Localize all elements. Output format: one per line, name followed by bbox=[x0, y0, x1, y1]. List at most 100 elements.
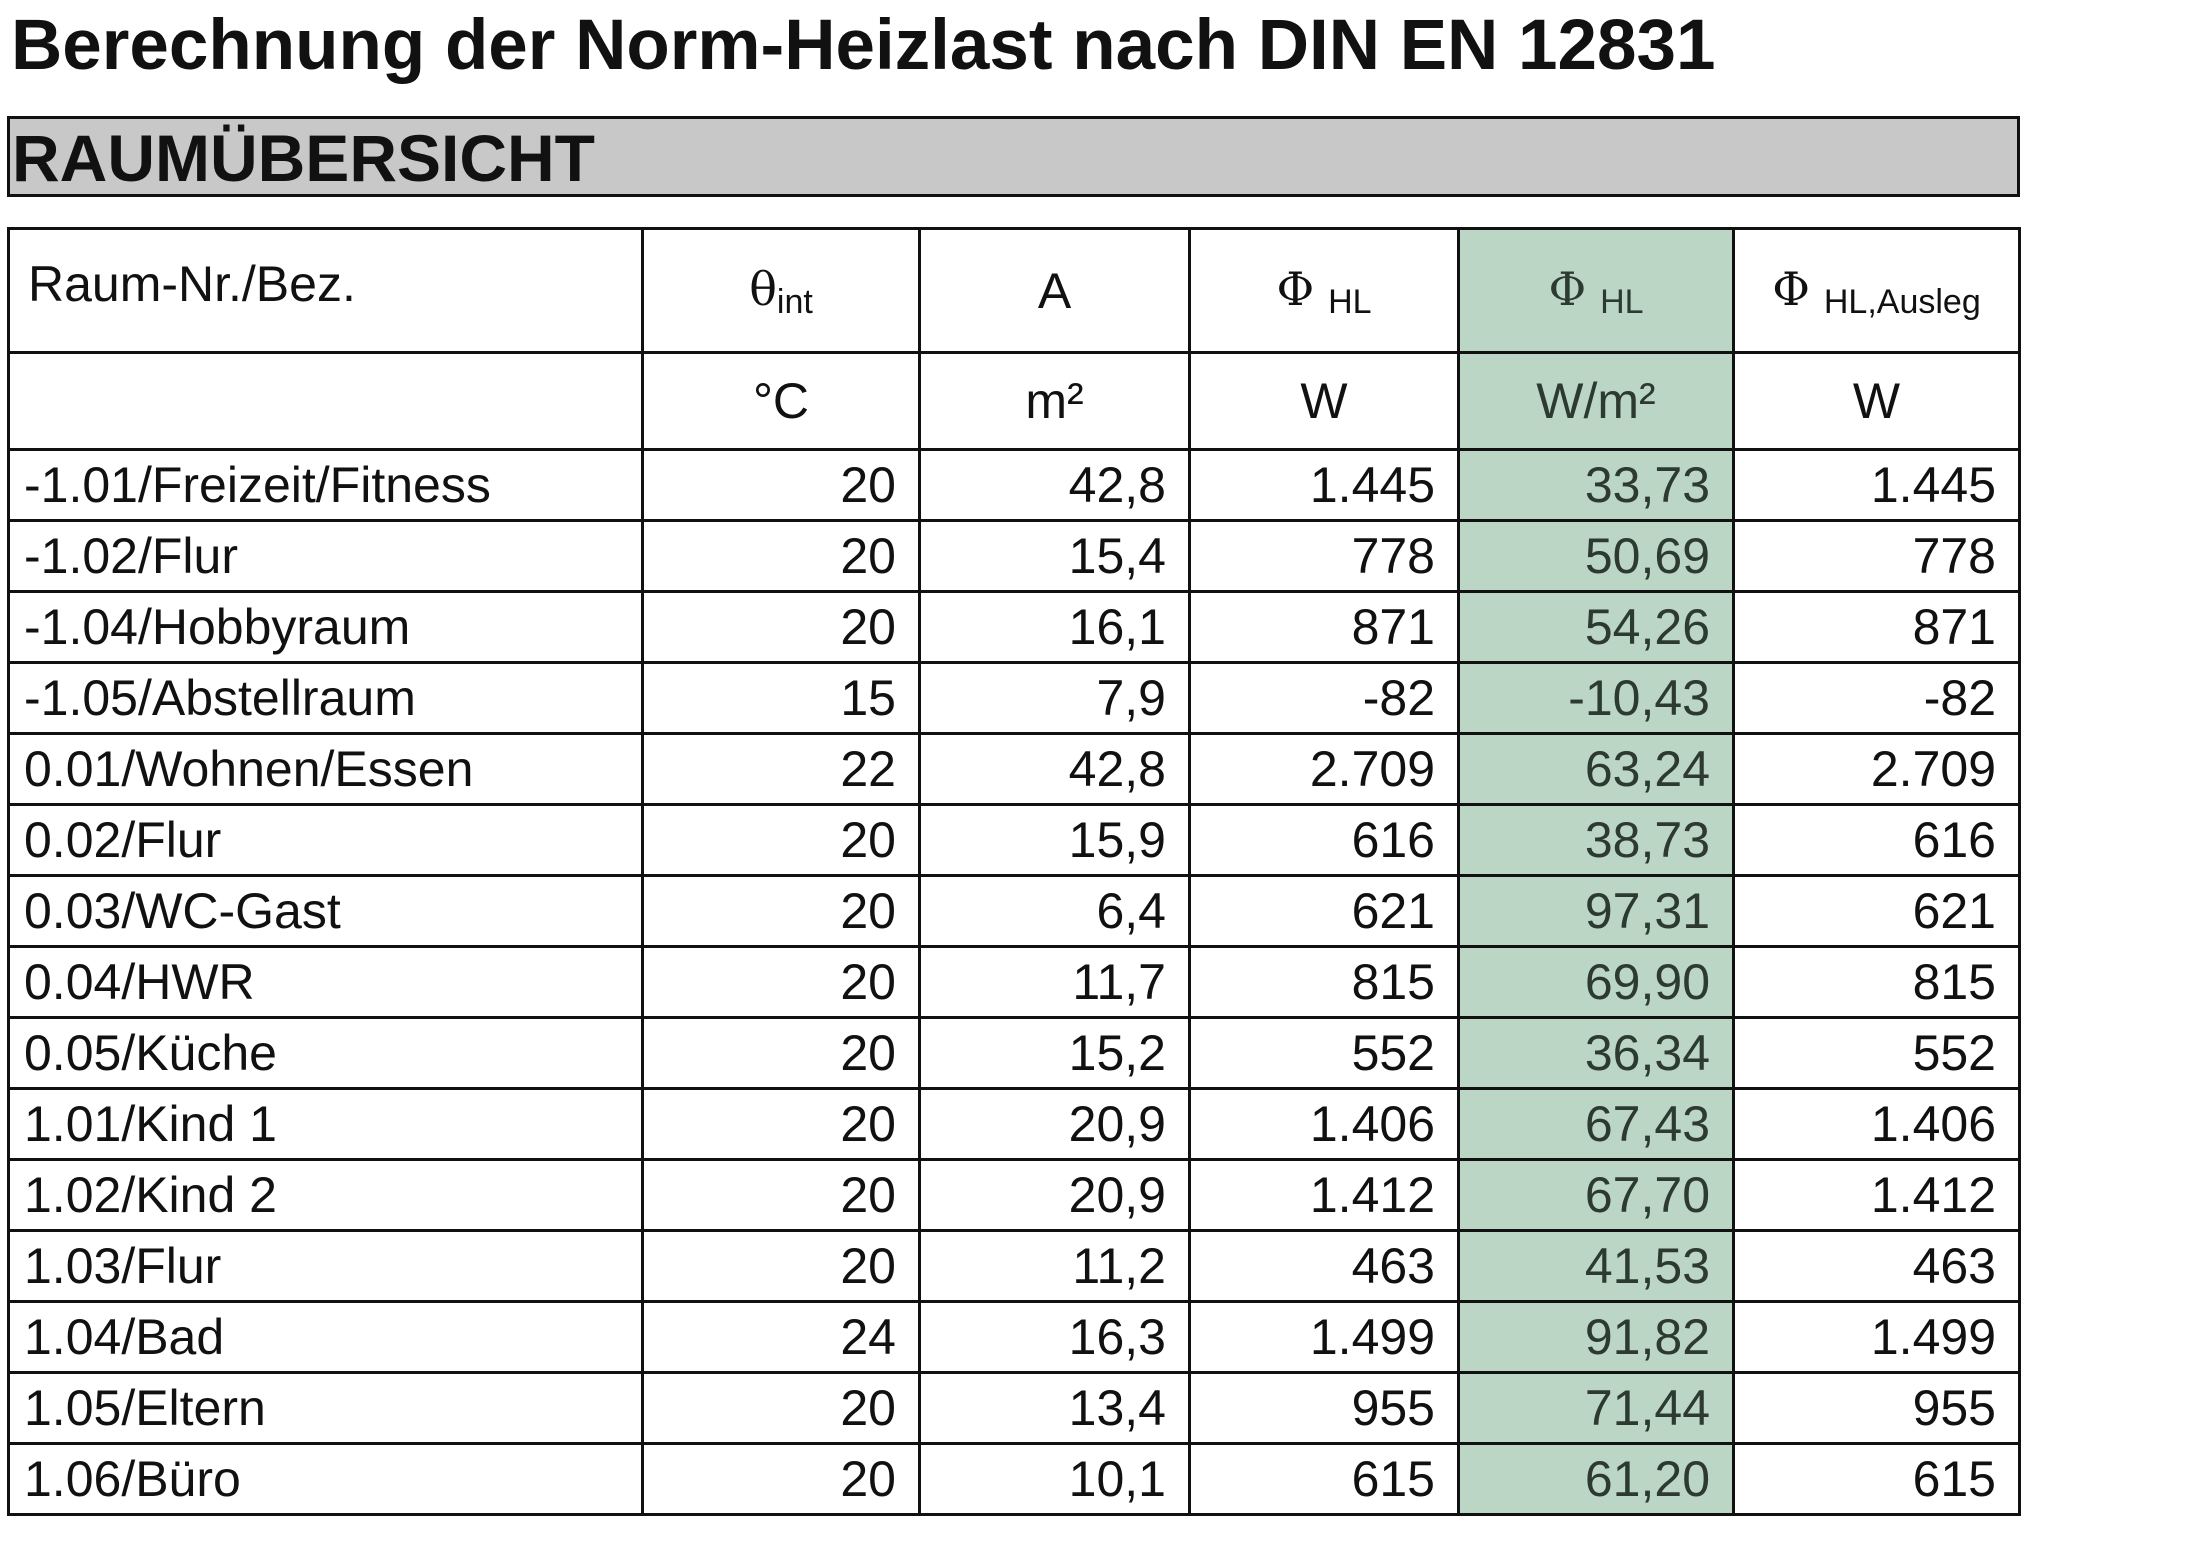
value-cell: 615 bbox=[1732, 1442, 2021, 1516]
value-cell: 621 bbox=[1188, 874, 1460, 948]
data-row: 0.02/Flur 20 15,9 616 38,73 616 bbox=[7, 803, 2021, 877]
value-cell: 871 bbox=[1732, 590, 2021, 664]
value-cell: 67,43 bbox=[1457, 1087, 1735, 1161]
value-cell: -82 bbox=[1732, 661, 2021, 735]
value-cell: 42,8 bbox=[918, 448, 1191, 522]
data-row: 0.01/Wohnen/Essen 22 42,8 2.709 63,24 2.709 bbox=[7, 732, 2021, 806]
unit-cell: W/m² bbox=[1457, 351, 1735, 451]
value-cell: 50,69 bbox=[1457, 519, 1735, 593]
unit-row: °C m² W W/m² W bbox=[7, 351, 2021, 451]
value-cell: 463 bbox=[1188, 1229, 1460, 1303]
value-cell: 1.445 bbox=[1188, 448, 1460, 522]
room-name: 0.03/WC-Gast bbox=[7, 874, 644, 948]
value-cell: 41,53 bbox=[1457, 1229, 1735, 1303]
value-cell: 24 bbox=[641, 1300, 921, 1374]
column-subscript: HL,Ausleg bbox=[1823, 283, 1981, 321]
room-name: -1.02/Flur bbox=[7, 519, 644, 593]
data-row: -1.05/Abstellraum 15 7,9 -82 -10,43 -82 bbox=[7, 661, 2021, 735]
value-cell: 11,7 bbox=[918, 945, 1191, 1019]
value-cell: 16,1 bbox=[918, 590, 1191, 664]
unit-cell: W bbox=[1732, 351, 2021, 451]
value-cell: 1.406 bbox=[1188, 1087, 1460, 1161]
data-row: -1.04/Hobbyraum 20 16,1 871 54,26 871 bbox=[7, 590, 2021, 664]
value-cell: 955 bbox=[1732, 1371, 2021, 1445]
data-row: 1.05/Eltern 20 13,4 955 71,44 955 bbox=[7, 1371, 2021, 1445]
column-symbol: θ bbox=[749, 262, 777, 316]
value-cell: 616 bbox=[1732, 803, 2021, 877]
data-row: 1.01/Kind 1 20 20,9 1.406 67,43 1.406 bbox=[7, 1087, 2021, 1161]
room-name: 0.05/Küche bbox=[7, 1016, 644, 1090]
value-cell: 20 bbox=[641, 1442, 921, 1516]
value-cell: 20 bbox=[641, 945, 921, 1019]
page-title: Berechnung der Norm-Heizlast nach DIN EN… bbox=[11, 6, 1716, 85]
table-head: Raum-Nr./Bez. θint A Φ HL Φ HL Φ HL,Ausleg °C m… bbox=[7, 227, 2021, 451]
column-header: Φ HL,Ausleg bbox=[1732, 227, 2021, 354]
value-cell: 61,20 bbox=[1457, 1442, 1735, 1516]
value-cell: 815 bbox=[1188, 945, 1460, 1019]
room-name: 0.02/Flur bbox=[7, 803, 644, 877]
data-row: 1.06/Büro 20 10,1 615 61,20 615 bbox=[7, 1442, 2021, 1516]
value-cell: 552 bbox=[1188, 1016, 1460, 1090]
unit-label: W/m² bbox=[1536, 373, 1656, 429]
column-subscript: HL bbox=[1328, 283, 1372, 321]
column-header: Φ HL bbox=[1457, 227, 1735, 354]
value-cell: 69,90 bbox=[1457, 945, 1735, 1019]
value-cell: 955 bbox=[1188, 1371, 1460, 1445]
value-cell: 1.499 bbox=[1188, 1300, 1460, 1374]
value-cell: 91,82 bbox=[1457, 1300, 1735, 1374]
value-cell: 1.412 bbox=[1732, 1158, 2021, 1232]
section-header: RAUMÜBERSICHT bbox=[7, 116, 2020, 197]
value-cell: 20 bbox=[641, 1158, 921, 1232]
unit-cell: °C bbox=[641, 351, 921, 451]
data-row: 1.04/Bad 24 16,3 1.499 91,82 1.499 bbox=[7, 1300, 2021, 1374]
value-cell: 778 bbox=[1732, 519, 2021, 593]
room-name: 1.04/Bad bbox=[7, 1300, 644, 1374]
column-symbol: Φ bbox=[1276, 262, 1315, 316]
value-cell: 71,44 bbox=[1457, 1371, 1735, 1445]
unit-label: W bbox=[1300, 373, 1348, 429]
value-cell: -10,43 bbox=[1457, 661, 1735, 735]
value-cell: 621 bbox=[1732, 874, 2021, 948]
room-table: Raum-Nr./Bez. θint A Φ HL Φ HL Φ HL,Ausleg °C m… bbox=[7, 227, 2021, 1516]
value-cell: 38,73 bbox=[1457, 803, 1735, 877]
table-body: -1.01/Freizeit/Fitness 20 42,8 1.445 33,73 1.… bbox=[7, 448, 2021, 1516]
value-cell: 1.412 bbox=[1188, 1158, 1460, 1232]
room-name: 1.02/Kind 2 bbox=[7, 1158, 644, 1232]
column-header: A bbox=[918, 227, 1191, 354]
value-cell: 20 bbox=[641, 1371, 921, 1445]
value-cell: 20 bbox=[641, 803, 921, 877]
value-cell: 615 bbox=[1188, 1442, 1460, 1516]
value-cell: 6,4 bbox=[918, 874, 1191, 948]
header-row: Raum-Nr./Bez. θint A Φ HL Φ HL Φ HL,Ausleg bbox=[7, 227, 2021, 354]
value-cell: 13,4 bbox=[918, 1371, 1191, 1445]
value-cell: 1.406 bbox=[1732, 1087, 2021, 1161]
value-cell: 63,24 bbox=[1457, 732, 1735, 806]
value-cell: 616 bbox=[1188, 803, 1460, 877]
value-cell: 2.709 bbox=[1188, 732, 1460, 806]
value-cell: 20 bbox=[641, 1016, 921, 1090]
value-cell: 778 bbox=[1188, 519, 1460, 593]
value-cell: 67,70 bbox=[1457, 1158, 1735, 1232]
value-cell: -82 bbox=[1188, 661, 1460, 735]
value-cell: 871 bbox=[1188, 590, 1460, 664]
value-cell: 815 bbox=[1732, 945, 2021, 1019]
value-cell: 36,34 bbox=[1457, 1016, 1735, 1090]
data-row: 1.03/Flur 20 11,2 463 41,53 463 bbox=[7, 1229, 2021, 1303]
value-cell: 20 bbox=[641, 1229, 921, 1303]
room-name: 1.05/Eltern bbox=[7, 1371, 644, 1445]
room-name: 1.06/Büro bbox=[7, 1442, 644, 1516]
value-cell: 54,26 bbox=[1457, 590, 1735, 664]
column-symbol: Φ bbox=[1548, 262, 1587, 316]
room-name: 0.04/HWR bbox=[7, 945, 644, 1019]
column-header: Φ HL bbox=[1188, 227, 1460, 354]
value-cell: 552 bbox=[1732, 1016, 2021, 1090]
unit-label: W bbox=[1852, 373, 1901, 429]
room-name: -1.01/Freizeit/Fitness bbox=[7, 448, 644, 522]
unit-label: m² bbox=[1025, 373, 1084, 429]
value-cell: 2.709 bbox=[1732, 732, 2021, 806]
room-name: 1.03/Flur bbox=[7, 1229, 644, 1303]
value-cell: 97,31 bbox=[1457, 874, 1735, 948]
column-subscript: HL bbox=[1600, 283, 1644, 321]
value-cell: 20 bbox=[641, 1087, 921, 1161]
value-cell: 33,73 bbox=[1457, 448, 1735, 522]
